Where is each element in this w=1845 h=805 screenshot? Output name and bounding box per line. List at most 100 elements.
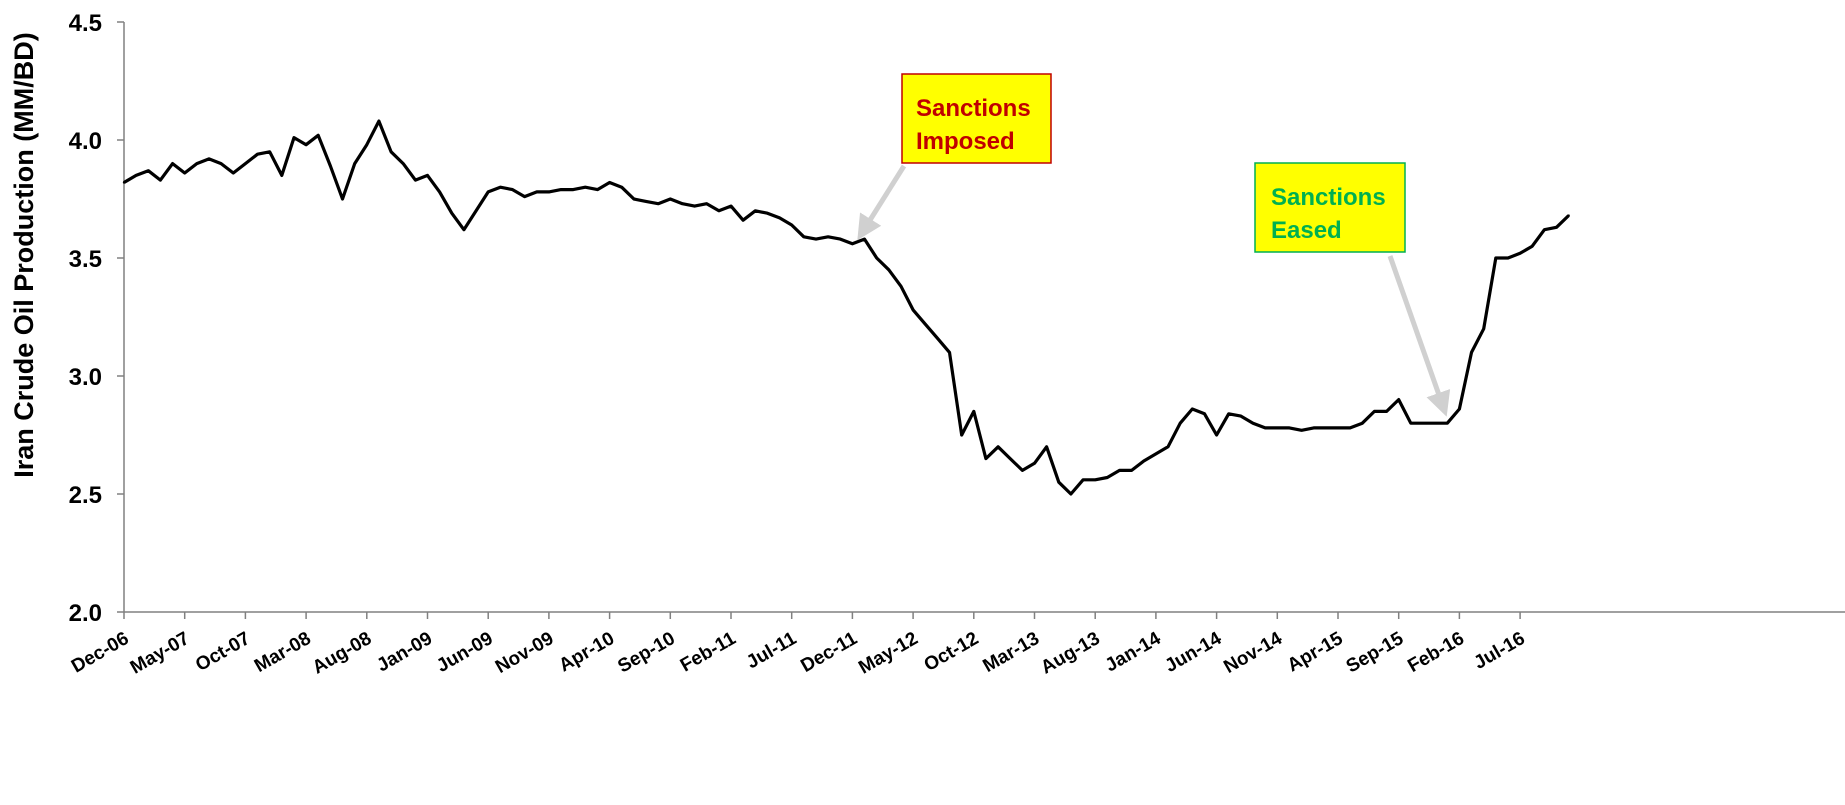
data-point (171, 162, 174, 165)
x-tick-label: May-07 (127, 628, 193, 678)
data-point (280, 174, 284, 177)
data-point (741, 219, 745, 222)
data-point (620, 186, 623, 189)
data-point (996, 445, 1000, 448)
data-point (1045, 445, 1048, 448)
data-point (960, 433, 963, 437)
data-point (547, 190, 551, 194)
data-point (1239, 414, 1243, 418)
x-tick-label: Oct-12 (921, 628, 983, 676)
annotation-box (1254, 162, 1406, 253)
data-point (353, 162, 356, 165)
data-point (1081, 478, 1085, 482)
y-tick-label: 4.0 (69, 128, 102, 155)
data-point (984, 457, 988, 460)
x-tick-label: Apr-15 (1284, 628, 1347, 676)
y-axis-label: Iran Crude Oil Production (MM/BD) (9, 32, 39, 478)
x-tick-label: Jan-14 (1102, 628, 1165, 677)
y-tick-label: 3.5 (69, 246, 102, 273)
data-point (571, 188, 575, 191)
data-point (304, 143, 308, 146)
series-line (123, 119, 1570, 496)
data-point (1251, 422, 1255, 425)
annotation-box (901, 73, 1052, 164)
x-ticks: Dec-06May-07Oct-07Mar-08Aug-08Jan-09Jun-… (68, 612, 1529, 679)
data-point (317, 134, 320, 137)
x-tick-label: Dec-11 (797, 628, 861, 677)
x-tick-label: Jun-09 (433, 628, 497, 677)
annotations: Sanctions Imposed Sanctions Eased (857, 73, 1451, 417)
x-tick-label: Jul-16 (1471, 628, 1529, 674)
data-point (1142, 459, 1145, 463)
data-point (1094, 478, 1097, 482)
data-point (875, 256, 878, 260)
data-point (1336, 426, 1340, 430)
data-point (972, 410, 975, 413)
data-point (1227, 412, 1230, 415)
x-tick-label: Jun-14 (1162, 628, 1226, 677)
data-point (1118, 469, 1121, 472)
data-point (632, 197, 636, 201)
x-tick-label: Jan-09 (373, 628, 436, 676)
data-point (377, 119, 381, 123)
data-point (207, 157, 211, 161)
data-point (1300, 429, 1303, 432)
data-point (778, 216, 781, 220)
data-point (802, 235, 806, 238)
data-point (1009, 457, 1012, 460)
data-point (1021, 469, 1024, 472)
x-tick-label: Aug-13 (1037, 628, 1103, 678)
data-point (1518, 252, 1522, 255)
data-point (1421, 422, 1425, 425)
data-point (1106, 476, 1109, 479)
data-point (1543, 228, 1546, 231)
data-point (195, 162, 199, 165)
x-tick-label: Jul-11 (743, 628, 801, 673)
data-point (1166, 445, 1170, 448)
annotation-arrow (857, 164, 907, 241)
data-point (268, 150, 271, 153)
data-point (1057, 481, 1060, 484)
data-point (839, 237, 842, 241)
data-point (414, 178, 417, 182)
data-point (669, 197, 672, 201)
data-point (535, 190, 538, 194)
data-point (256, 152, 259, 156)
data-point (389, 150, 393, 153)
data-point (1033, 462, 1036, 465)
annotation-sanctions-eased: Sanctions Eased (1254, 162, 1451, 417)
data-point (1409, 422, 1413, 425)
data-point (729, 204, 733, 208)
data-point (159, 178, 162, 182)
x-tick-label: Feb-11 (677, 628, 740, 676)
axes (123, 22, 1845, 613)
data-point (1446, 422, 1449, 425)
data-point (911, 308, 915, 312)
x-tick-label: Mar-13 (979, 628, 1043, 677)
data-point (1567, 214, 1570, 217)
annotation-text: Eased (1271, 217, 1342, 244)
data-point (219, 162, 223, 165)
x-tick-label: Nov-14 (1220, 628, 1286, 678)
data-point (1324, 426, 1328, 430)
data-point (1397, 398, 1400, 401)
data-point (1506, 256, 1510, 260)
data-point (1215, 433, 1218, 437)
data-point (523, 195, 526, 198)
data-point (1288, 426, 1291, 430)
annotation-text: Sanctions (916, 95, 1031, 122)
data-point (1385, 410, 1388, 413)
data-point (826, 235, 830, 238)
data-point (1263, 426, 1267, 430)
data-point (1178, 422, 1182, 425)
data-point (487, 190, 490, 194)
data-point (450, 211, 453, 215)
data-point (1069, 492, 1073, 496)
x-tick-label: Feb-16 (1404, 628, 1468, 677)
data-point (134, 174, 138, 177)
data-point (329, 164, 332, 168)
data-point (851, 242, 854, 246)
data-point (899, 285, 903, 288)
data-point (1154, 452, 1158, 456)
